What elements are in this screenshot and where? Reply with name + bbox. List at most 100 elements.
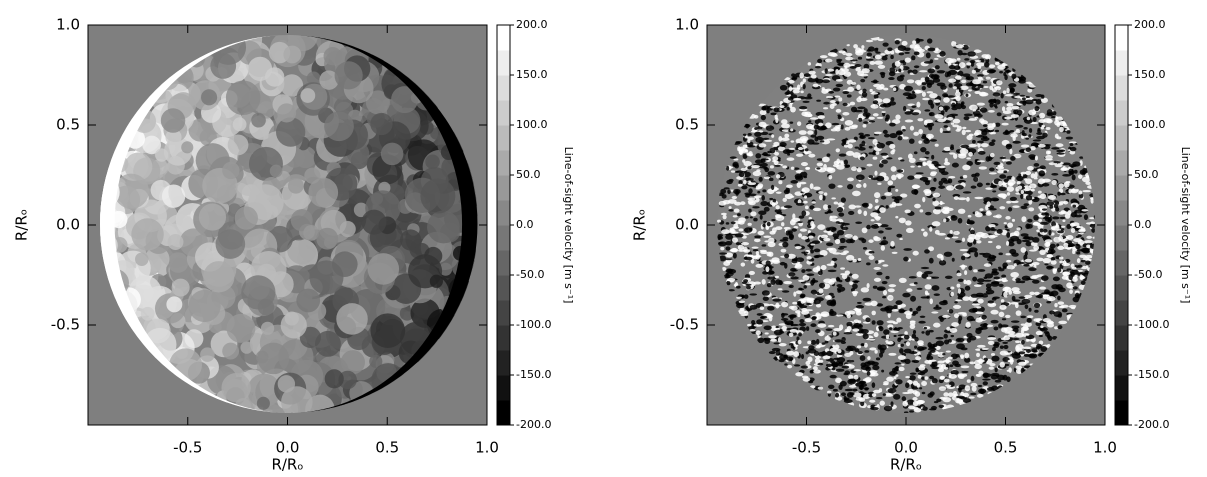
texture — [805, 318, 813, 322]
texture — [860, 79, 865, 83]
texture — [989, 64, 996, 68]
texture — [168, 252, 189, 273]
texture — [977, 282, 984, 284]
texture — [869, 89, 872, 92]
texture — [895, 189, 898, 192]
texture — [881, 245, 885, 251]
texture — [772, 156, 778, 161]
texture — [744, 294, 749, 299]
texture — [854, 375, 859, 380]
texture — [964, 58, 969, 61]
texture — [1066, 268, 1071, 270]
texture — [911, 105, 916, 108]
texture — [919, 70, 928, 72]
texture — [1042, 208, 1047, 210]
texture — [844, 353, 851, 357]
texture — [1042, 179, 1051, 183]
texture — [877, 117, 884, 119]
colorbar-band — [497, 100, 510, 126]
texture — [810, 183, 814, 189]
texture — [1033, 139, 1041, 141]
texture — [902, 41, 908, 46]
y-tick-label: 0.0 — [56, 216, 80, 234]
texture — [1043, 229, 1048, 233]
texture — [860, 74, 868, 77]
texture — [425, 154, 440, 169]
texture — [899, 367, 905, 371]
texture — [869, 347, 876, 350]
texture — [874, 332, 879, 337]
texture — [800, 90, 803, 93]
texture — [948, 78, 956, 82]
texture — [1054, 203, 1058, 208]
texture — [988, 341, 995, 345]
texture — [886, 377, 894, 382]
texture — [953, 86, 957, 89]
texture — [975, 312, 983, 315]
texture — [927, 38, 932, 43]
texture — [1042, 183, 1049, 187]
texture — [815, 329, 821, 333]
texture — [918, 321, 925, 324]
texture — [837, 185, 842, 187]
texture — [727, 189, 731, 194]
colorbar-band — [1115, 150, 1128, 176]
texture — [948, 373, 951, 378]
texture — [952, 163, 959, 168]
texture — [999, 312, 1005, 317]
texture — [888, 288, 895, 292]
texture — [950, 328, 958, 333]
texture — [769, 178, 774, 182]
texture — [790, 268, 796, 272]
texture — [774, 330, 783, 336]
texture — [723, 215, 727, 220]
texture — [803, 201, 807, 204]
texture — [1085, 261, 1090, 265]
texture — [885, 117, 889, 121]
texture — [913, 132, 919, 136]
texture — [816, 167, 820, 169]
texture — [875, 199, 879, 203]
texture — [767, 283, 772, 287]
texture — [960, 176, 963, 179]
texture — [950, 292, 954, 296]
texture — [718, 252, 727, 254]
texture — [958, 387, 962, 393]
texture — [1025, 100, 1034, 105]
texture — [924, 271, 933, 274]
texture — [809, 299, 814, 304]
texture — [789, 333, 794, 337]
texture — [876, 272, 882, 276]
texture — [732, 232, 739, 234]
texture — [1076, 226, 1084, 228]
texture — [829, 293, 834, 296]
texture — [972, 277, 977, 282]
texture — [801, 251, 808, 253]
texture — [888, 77, 895, 80]
texture — [1086, 236, 1092, 239]
texture — [896, 318, 901, 323]
texture — [850, 102, 855, 106]
texture — [1021, 327, 1029, 331]
texture — [916, 102, 920, 108]
texture — [813, 84, 819, 88]
texture — [1009, 130, 1014, 133]
texture — [762, 138, 769, 140]
texture — [818, 123, 823, 127]
texture — [994, 327, 999, 331]
texture — [803, 285, 807, 289]
texture — [965, 322, 970, 328]
texture — [951, 123, 954, 125]
texture — [1014, 263, 1017, 266]
texture — [1028, 154, 1036, 159]
texture — [802, 187, 810, 193]
texture — [745, 284, 751, 286]
texture — [736, 242, 740, 245]
texture — [937, 233, 946, 236]
texture — [861, 343, 865, 346]
texture — [912, 185, 920, 189]
texture — [803, 377, 811, 382]
texture — [758, 140, 762, 144]
texture — [722, 194, 727, 199]
texture — [915, 80, 922, 84]
